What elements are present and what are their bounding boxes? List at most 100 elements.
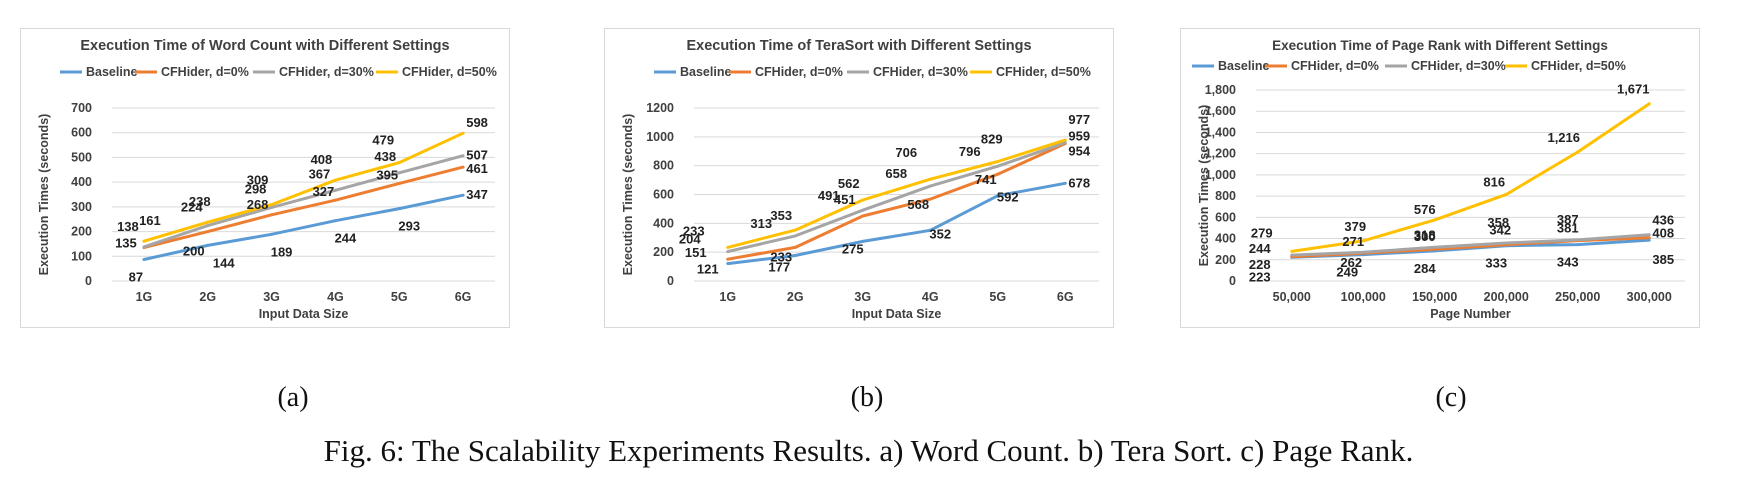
legend-label: CFHider, d=0% (1291, 59, 1379, 73)
data-point (1504, 192, 1508, 196)
data-label: 342 (1489, 223, 1511, 238)
data-label: 318 (1414, 227, 1436, 242)
data-label: 796 (959, 144, 981, 159)
series-line-cfhider-d-50 (143, 131, 464, 243)
data-point (333, 219, 337, 223)
data-label: 244 (335, 231, 357, 246)
page-rank-chart: Execution Time of Page Rank with Differe… (1180, 28, 1700, 328)
data-point (1504, 241, 1508, 245)
x-tick-label: 5G (989, 290, 1006, 304)
legend-label: CFHider, d=30% (1411, 59, 1506, 73)
data-point (1647, 233, 1651, 237)
chart-title: Execution Time of Page Rank with Differe… (1272, 38, 1608, 53)
data-label: 262 (1340, 255, 1362, 270)
data-label: 138 (117, 219, 139, 234)
data-point (1361, 239, 1365, 243)
data-label: 461 (466, 161, 488, 176)
legend-label: Baseline (680, 65, 731, 79)
data-label: 977 (1068, 112, 1090, 127)
data-label: 224 (181, 200, 203, 215)
data-label: 678 (1068, 175, 1090, 190)
legend-label: CFHider, d=30% (279, 65, 374, 79)
data-point (461, 193, 465, 197)
y-tick-label: 200 (1215, 253, 1236, 267)
data-point (1576, 150, 1580, 154)
word-count-chart: Execution Time of Word Count with Differ… (20, 28, 510, 328)
y-tick-label: 200 (71, 225, 92, 239)
y-axis-title: Execution Times (seconds) (1197, 105, 1211, 267)
data-point (1576, 243, 1580, 247)
y-tick-label: 1,200 (1205, 147, 1236, 161)
data-point (333, 188, 337, 192)
data-label: 816 (1483, 174, 1505, 189)
figure-caption: Fig. 6: The Scalability Experiments Resu… (323, 433, 1414, 468)
data-point (793, 253, 797, 257)
data-label: 151 (685, 245, 707, 260)
chart-panel-c: Execution Time of Page Rank with Differe… (1180, 28, 1700, 333)
data-label: 268 (247, 197, 269, 212)
data-label: 87 (129, 269, 143, 284)
data-point (861, 208, 865, 212)
y-tick-label: 1200 (646, 101, 674, 115)
x-tick-label: 5G (391, 290, 408, 304)
x-tick-label: 50,000 (1273, 290, 1311, 304)
x-tick-label: 100,000 (1341, 290, 1386, 304)
data-label: 249 (1336, 265, 1358, 280)
x-axis-title: Input Data Size (259, 307, 349, 321)
data-label: 327 (313, 184, 335, 199)
chart-border (1180, 28, 1700, 328)
data-label: 741 (975, 172, 997, 187)
data-label: 233 (770, 249, 792, 264)
data-label: 507 (466, 148, 488, 163)
series-line-cfhider-d-30 (143, 154, 464, 249)
data-label: 333 (1485, 256, 1507, 271)
y-tick-label: 200 (653, 245, 674, 259)
y-tick-label: 400 (653, 216, 674, 230)
data-label: 204 (679, 232, 701, 247)
data-point (1063, 141, 1067, 145)
x-tick-label: 200,000 (1484, 290, 1529, 304)
data-point (142, 257, 146, 261)
y-axis-title: Execution Times (seconds) (37, 114, 51, 276)
data-label: 228 (1249, 257, 1271, 272)
data-label: 451 (834, 192, 856, 207)
data-label: 300 (1414, 229, 1436, 244)
data-label: 293 (398, 219, 420, 234)
data-label: 367 (309, 166, 331, 181)
y-tick-label: 1,600 (1205, 104, 1236, 118)
chart-title: Execution Time of TeraSort with Differen… (686, 38, 1031, 54)
data-label: 347 (466, 187, 488, 202)
data-point (1290, 249, 1294, 253)
data-label: 223 (1249, 269, 1271, 284)
data-label: 385 (1652, 252, 1674, 267)
y-tick-label: 100 (71, 249, 92, 263)
y-tick-label: 400 (1215, 232, 1236, 246)
data-point (861, 198, 865, 202)
data-label: 352 (929, 226, 951, 241)
y-tick-label: 1,800 (1205, 83, 1236, 97)
data-point (206, 220, 210, 224)
data-point (1647, 102, 1651, 106)
data-label: 177 (768, 259, 790, 274)
data-point (928, 177, 932, 181)
legend-label: CFHider, d=30% (873, 65, 968, 79)
y-tick-label: 800 (1215, 189, 1236, 203)
panel-label-c: (c) (1435, 382, 1467, 413)
data-point (461, 165, 465, 169)
data-point (928, 197, 932, 201)
data-label: 189 (271, 244, 293, 259)
data-point (461, 131, 465, 135)
x-tick-label: 1G (136, 290, 153, 304)
panel-label-a: (a) (277, 382, 309, 413)
x-tick-label: 4G (327, 290, 344, 304)
legend-label: CFHider, d=50% (1531, 59, 1626, 73)
series-line-cfhider-d-0 (727, 142, 1066, 261)
x-tick-label: 3G (263, 290, 280, 304)
data-label: 343 (1557, 255, 1579, 270)
panel-label-b: (b) (850, 382, 884, 413)
legend-label: Baseline (86, 65, 137, 79)
chart-border (604, 28, 1114, 328)
data-point (270, 203, 274, 207)
legend-label: CFHider, d=50% (402, 65, 497, 79)
data-point (397, 207, 401, 211)
